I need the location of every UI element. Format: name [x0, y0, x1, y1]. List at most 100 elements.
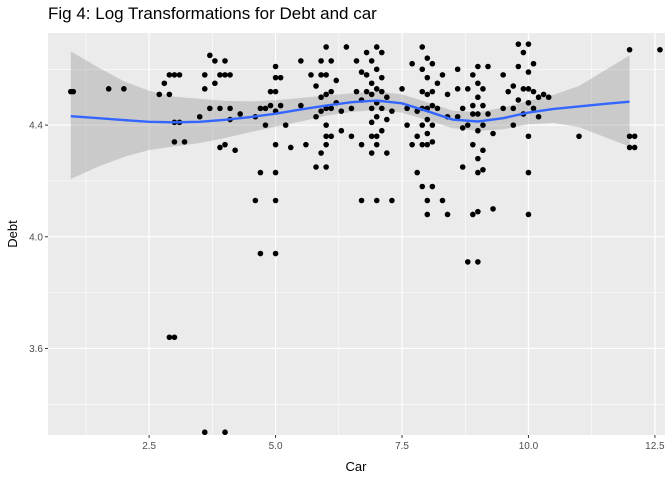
data-point	[515, 63, 522, 70]
data-point	[444, 211, 451, 218]
data-point	[227, 72, 233, 78]
data-point	[424, 74, 431, 81]
data-point	[424, 91, 431, 98]
data-point	[454, 86, 461, 92]
data-point	[459, 125, 466, 131]
data-point	[429, 60, 436, 67]
data-point	[373, 197, 380, 204]
data-point	[525, 86, 532, 92]
data-point	[212, 80, 218, 87]
data-point	[368, 80, 375, 87]
data-point	[535, 94, 542, 101]
y-tick-label: 4.4	[29, 121, 43, 132]
data-point	[459, 105, 466, 112]
data-point	[389, 197, 395, 204]
data-point	[368, 91, 375, 98]
data-point	[171, 334, 178, 341]
data-point	[520, 86, 527, 92]
data-point	[576, 133, 582, 140]
data-points	[67, 41, 663, 436]
data-point	[419, 44, 426, 50]
data-point	[475, 127, 481, 134]
data-point	[424, 197, 431, 204]
data-point	[313, 83, 319, 89]
data-point	[298, 102, 304, 109]
data-point	[475, 94, 481, 101]
data-point	[530, 60, 537, 67]
data-point	[424, 141, 431, 148]
data-point	[201, 72, 208, 78]
data-point	[328, 133, 335, 140]
data-point	[298, 58, 304, 64]
data-point	[631, 133, 638, 140]
data-point	[287, 144, 294, 151]
data-point	[358, 69, 365, 75]
data-point	[384, 94, 390, 101]
data-point	[378, 127, 385, 134]
data-point	[409, 60, 415, 67]
data-point	[196, 113, 203, 120]
data-point	[217, 72, 223, 78]
data-point	[207, 105, 213, 112]
data-point	[464, 122, 471, 128]
data-point	[475, 63, 481, 70]
data-point	[267, 88, 274, 95]
data-point	[626, 144, 633, 151]
x-tick-label: 5.0	[269, 441, 283, 452]
data-point	[500, 105, 506, 112]
y-tick-label: 3.6	[29, 344, 43, 355]
data-point	[373, 86, 380, 92]
data-point	[510, 83, 517, 89]
data-point	[373, 141, 380, 148]
data-point	[313, 164, 319, 170]
data-point	[475, 208, 481, 215]
data-point	[348, 105, 355, 112]
data-point	[500, 72, 506, 78]
data-point	[267, 102, 274, 109]
data-point	[454, 66, 461, 73]
data-point	[510, 122, 517, 128]
data-point	[318, 108, 324, 114]
data-point	[414, 169, 420, 176]
data-point	[475, 111, 481, 117]
data-point	[181, 139, 188, 145]
data-point	[657, 46, 663, 53]
data-point	[282, 122, 289, 128]
data-point	[358, 141, 365, 148]
data-point	[373, 113, 380, 120]
data-point	[480, 102, 486, 109]
data-point	[212, 58, 218, 64]
data-point	[525, 169, 532, 176]
data-point	[232, 147, 238, 154]
plot-panel	[48, 33, 665, 435]
data-point	[323, 122, 329, 128]
data-point	[444, 91, 451, 98]
data-point	[328, 88, 335, 95]
data-point	[373, 66, 380, 73]
smooth-line	[70, 99, 630, 124]
data-point	[358, 197, 365, 204]
data-point	[475, 259, 481, 265]
data-point	[470, 72, 476, 78]
data-point	[333, 77, 340, 84]
data-point	[277, 102, 284, 109]
data-point	[378, 105, 385, 112]
data-point	[171, 139, 178, 145]
data-point	[272, 74, 279, 81]
x-axis: 2.5 5.0 7.5 10.0 12.5	[142, 435, 665, 452]
data-point	[454, 113, 461, 120]
data-point	[257, 169, 264, 176]
data-point	[318, 58, 324, 64]
data-point	[480, 86, 486, 92]
data-point	[470, 141, 476, 148]
x-tick-label: 7.5	[395, 441, 409, 452]
data-point	[470, 102, 476, 109]
data-point	[414, 108, 420, 114]
data-point	[384, 116, 390, 123]
x-tick-label: 12.5	[645, 441, 665, 452]
data-point	[530, 105, 537, 112]
data-point	[490, 206, 496, 212]
data-point	[409, 141, 415, 148]
